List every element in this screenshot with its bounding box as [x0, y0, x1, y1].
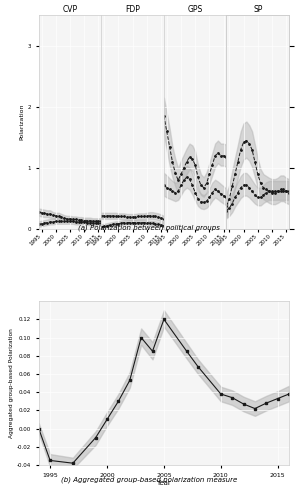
Title: SP: SP: [253, 5, 263, 14]
Title: GPS: GPS: [187, 5, 203, 14]
Legend: Tertiary, Other: Tertiary, Other: [125, 358, 203, 376]
Text: (b) Aggregated group-based polarization measure: (b) Aggregated group-based polarization …: [61, 476, 237, 484]
Text: (a) Polarization between political groups: (a) Polarization between political group…: [78, 224, 220, 231]
Title: FDP: FDP: [125, 5, 140, 14]
Y-axis label: Polarization: Polarization: [20, 104, 25, 141]
X-axis label: Year: Year: [156, 480, 171, 486]
Title: CVP: CVP: [63, 5, 77, 14]
Y-axis label: Aggregated group-based Polarization: Aggregated group-based Polarization: [9, 328, 14, 438]
